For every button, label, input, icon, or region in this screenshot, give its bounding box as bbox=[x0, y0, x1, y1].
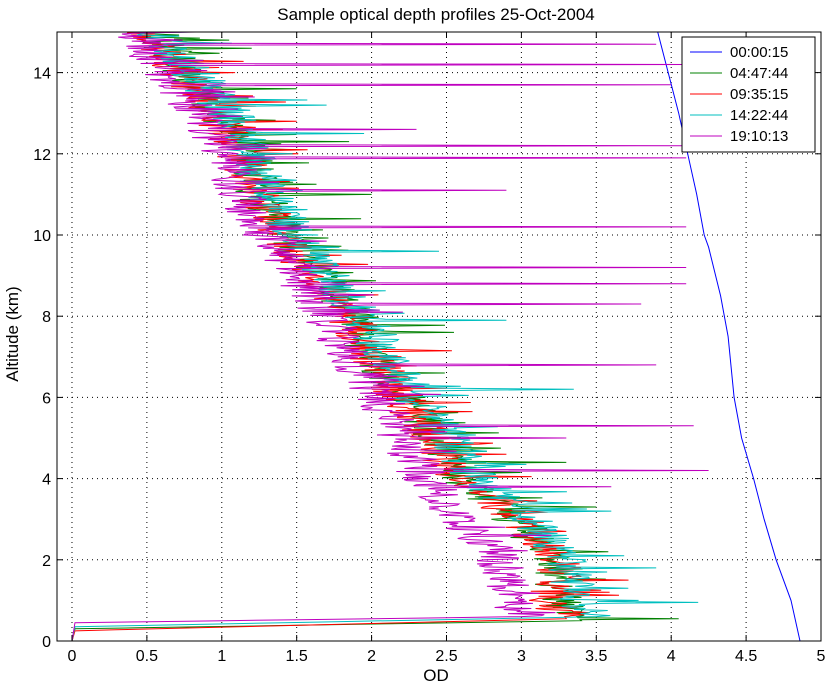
x-tick-label-9: 4.5 bbox=[735, 648, 757, 665]
x-tick-label-2: 1 bbox=[217, 648, 226, 665]
y-tick-label-1: 2 bbox=[42, 553, 51, 570]
plot-frame bbox=[56, 31, 822, 642]
y-tick-label-7: 14 bbox=[33, 66, 51, 83]
series-line-3 bbox=[71, 31, 699, 642]
y-tick-label-2: 4 bbox=[42, 472, 51, 489]
y-tick-label-3: 6 bbox=[42, 390, 51, 407]
legend-label-2: 09:35:15 bbox=[730, 86, 788, 103]
y-tick-label-4: 8 bbox=[42, 309, 51, 326]
legend-label-3: 14:22:44 bbox=[730, 107, 788, 124]
legend: 00:00:15 04:47:44 09:35:15 14:22:44 19:10:13 bbox=[681, 36, 816, 153]
y-tick-label-5: 10 bbox=[33, 228, 51, 245]
legend-label-4: 19:10:13 bbox=[730, 128, 788, 145]
y-axis-label: Altitude (km) bbox=[3, 286, 22, 381]
x-tick-label-4: 2 bbox=[367, 648, 376, 665]
x-tick-label-10: 5 bbox=[817, 648, 826, 665]
x-tick-label-8: 4 bbox=[667, 648, 676, 665]
legend-label-0: 00:00:15 bbox=[730, 44, 788, 61]
axes: 0 0.5 1 1.5 2 2.5 3 3.5 4 4.5 5 0 2 4 6 8 10 12 14 bbox=[33, 31, 826, 665]
series-line-4 bbox=[71, 31, 709, 642]
x-tick-label-1: 0.5 bbox=[136, 648, 158, 665]
series-lines bbox=[71, 31, 801, 642]
x-tick-label-6: 3 bbox=[517, 648, 526, 665]
x-tick-label-5: 2.5 bbox=[435, 648, 457, 665]
chart-title: Sample optical depth profiles 25-Oct-200… bbox=[277, 5, 595, 24]
y-tick-label-0: 0 bbox=[42, 634, 51, 651]
x-tick-label-0: 0 bbox=[68, 648, 77, 665]
x-axis-label: OD bbox=[423, 666, 449, 685]
x-tick-label-3: 1.5 bbox=[286, 648, 308, 665]
x-tick-label-7: 3.5 bbox=[585, 648, 607, 665]
y-tick-label-6: 12 bbox=[33, 147, 51, 164]
legend-label-1: 04:47:44 bbox=[730, 65, 788, 82]
